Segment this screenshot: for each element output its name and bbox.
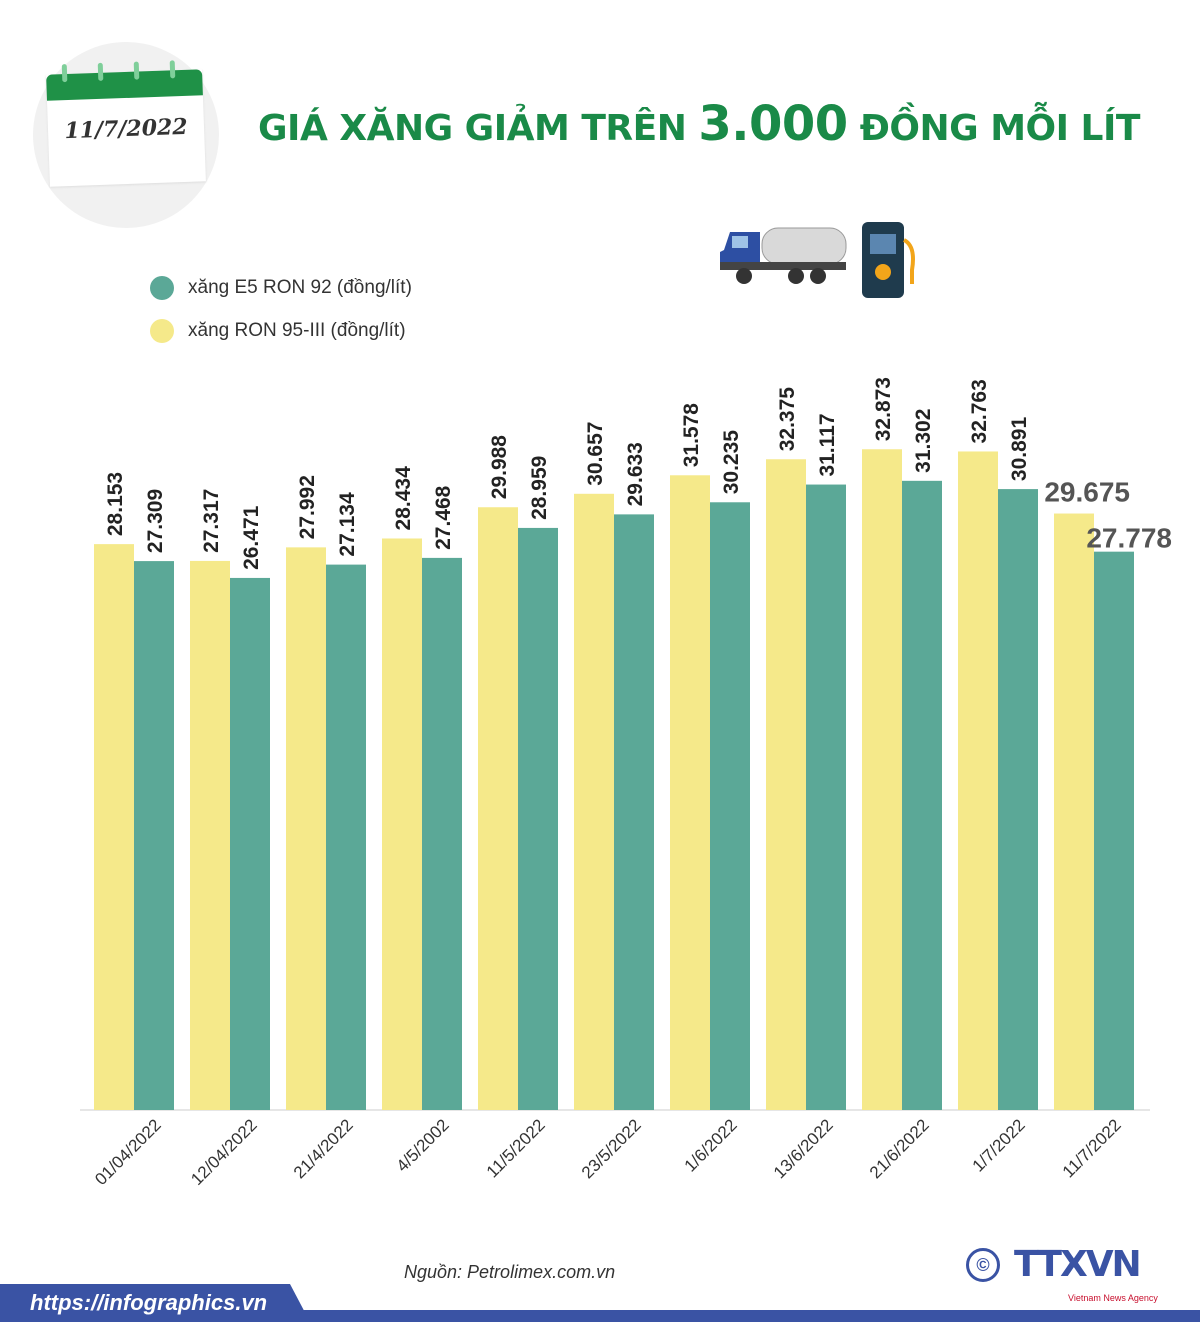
bar-ron95 [1054, 513, 1094, 1110]
bar-e5 [134, 561, 174, 1110]
page-title: GIÁ XĂNG GIẢM TRÊN 3.000 ĐỒNG MỖI LÍT [258, 96, 1140, 152]
data-label: 30.657 [584, 422, 607, 486]
data-label: 27.468 [432, 485, 455, 550]
data-label: 31.117 [816, 413, 839, 476]
data-label: 28.153 [104, 472, 127, 536]
x-tick-label: 21/4/2022 [290, 1115, 357, 1182]
data-label: 29.675 [1044, 477, 1130, 508]
data-label: 32.375 [776, 387, 799, 452]
bar-ron95 [478, 507, 518, 1110]
data-label: 27.778 [1086, 523, 1172, 554]
bar-e5 [422, 557, 462, 1110]
bar-ron95 [94, 544, 134, 1110]
data-label: 32.873 [872, 377, 895, 441]
tanker-truck-icon [720, 227, 847, 284]
bar-e5 [1094, 551, 1134, 1110]
website-link[interactable]: https://infographics.vn [30, 1290, 268, 1315]
data-label: 27.134 [336, 492, 359, 557]
agency-name: Vietnam News Agency [1068, 1293, 1158, 1303]
x-tick-label: 11/5/2022 [483, 1115, 549, 1181]
bar-e5 [230, 577, 270, 1110]
legend-item-ron95: xăng RON 95-III (đồng/lít) [150, 319, 406, 343]
bar-ron95 [190, 560, 230, 1110]
ttxvn-logo: © TTXVN [966, 1244, 1142, 1286]
x-tick-label: 12/04/2022 [187, 1115, 261, 1189]
bar-e5 [710, 502, 750, 1110]
footer-tab [0, 1284, 310, 1322]
copyright-icon: © [966, 1248, 1000, 1282]
bar-ron95 [286, 547, 326, 1110]
data-label: 27.992 [296, 475, 319, 539]
bar-ron95 [574, 493, 614, 1110]
x-tick-label: 11/7/2022 [1059, 1115, 1125, 1181]
legend-item-e5: xăng E5 RON 92 (đồng/lít) [150, 276, 412, 300]
bar-ron95 [958, 451, 998, 1110]
data-label: 30.235 [720, 430, 743, 495]
x-tick-label: 21/6/2022 [866, 1115, 933, 1182]
bar-ron95 [766, 459, 806, 1110]
data-label: 31.302 [912, 409, 935, 473]
bar-ron95 [670, 475, 710, 1110]
bar-e5 [998, 489, 1038, 1110]
data-label: 26.471 [240, 505, 263, 570]
x-tick-label: 23/5/2022 [578, 1115, 645, 1182]
data-label: 32.763 [968, 379, 991, 443]
data-label: 27.309 [144, 489, 167, 553]
data-label: 28.434 [392, 466, 415, 531]
data-label: 30.891 [1008, 417, 1031, 482]
bar-e5 [518, 527, 558, 1110]
data-label: 29.988 [488, 435, 511, 500]
data-label: 29.633 [624, 442, 647, 506]
x-tick-label: 13/6/2022 [770, 1115, 837, 1182]
x-tick-label: 1/6/2022 [681, 1115, 741, 1175]
bar-e5 [326, 564, 366, 1110]
bar-e5 [614, 514, 654, 1110]
source-text: Nguồn: Petrolimex.com.vn [404, 1262, 616, 1282]
x-tick-label: 01/04/2022 [91, 1115, 165, 1189]
bar-e5 [806, 484, 846, 1110]
bar-ron95 [382, 538, 422, 1110]
x-tick-label: 1/7/2022 [969, 1115, 1029, 1175]
x-tick-label: 4/5/2002 [393, 1115, 453, 1175]
data-label: 31.578 [680, 403, 703, 468]
bar-e5 [902, 480, 942, 1110]
data-label: 28.959 [528, 456, 551, 520]
data-label: 27.317 [200, 489, 223, 553]
fuel-pump-icon [862, 222, 915, 298]
bar-ron95 [862, 449, 902, 1110]
